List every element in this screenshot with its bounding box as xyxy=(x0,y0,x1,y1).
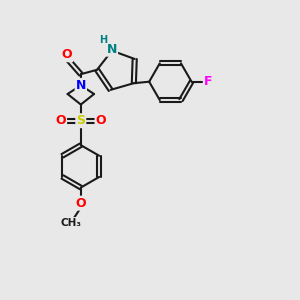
Text: CH₃: CH₃ xyxy=(60,218,81,228)
Text: F: F xyxy=(204,75,213,88)
Text: H: H xyxy=(99,35,107,45)
Text: O: O xyxy=(56,114,66,127)
Text: O: O xyxy=(62,48,72,61)
Text: N: N xyxy=(76,79,86,92)
Text: N: N xyxy=(107,43,117,56)
Text: S: S xyxy=(76,114,85,127)
Text: O: O xyxy=(76,197,86,210)
Text: O: O xyxy=(95,114,106,127)
